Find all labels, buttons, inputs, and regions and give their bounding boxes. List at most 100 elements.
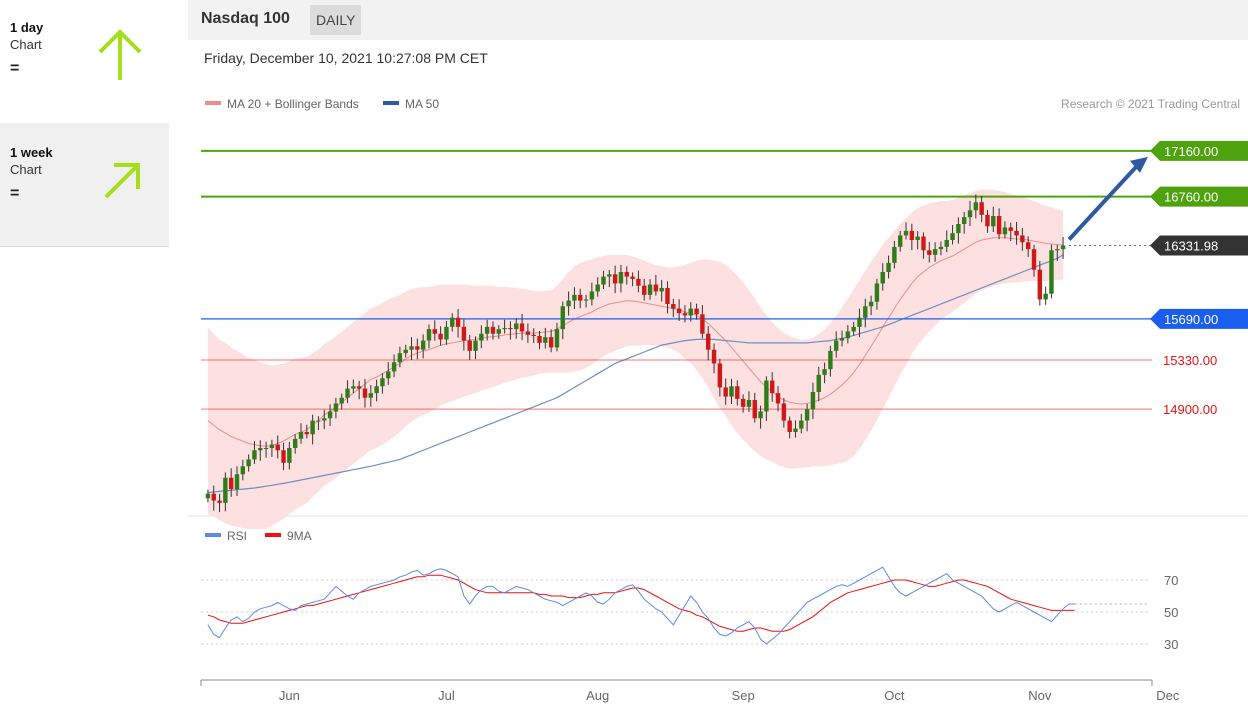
candle [484,326,490,334]
candle [781,403,787,421]
candle [450,317,455,327]
candle [694,308,699,315]
candle [607,274,612,277]
price-chart: 17160.00 16760.00 16331.98 15690.00 15330.00… [188,97,1248,703]
candle [676,308,682,314]
period-card-1-day[interactable]: 1 day Chart = [0,0,169,123]
candle [479,333,484,341]
chart-link[interactable]: Chart [10,37,42,52]
candle [554,329,560,348]
candle [956,224,961,234]
candle [717,363,723,388]
legend-swatch [205,101,221,105]
level-tag [1150,308,1248,329]
candle [537,336,542,343]
candle [444,326,449,340]
candle [822,369,827,375]
candle [240,466,246,475]
candle [263,448,269,449]
candle [461,326,467,341]
x-tick-label: Dec [1156,688,1180,703]
signal-sign: = [10,60,20,77]
candle [595,284,600,292]
rsi-legend-label: RSI [227,529,247,543]
candle [770,380,775,394]
candle [810,392,816,410]
chart-link[interactable]: Chart [10,162,42,177]
candle [211,493,216,501]
candle [647,284,653,295]
candle [1037,269,1043,300]
candle [543,337,548,343]
candle [566,300,571,307]
level-tag [1150,186,1248,207]
candle [316,420,321,422]
level-value: 15690.00 [1164,312,1218,327]
candle [764,380,769,412]
candle [467,340,472,351]
candle [217,500,222,503]
candle [420,340,426,350]
signal-sign: = [10,185,20,202]
rsi-legend-swatch [205,533,221,537]
candle [903,230,909,236]
candle [362,388,368,398]
candle [1008,227,1013,231]
candle [519,323,525,332]
candle [642,285,647,295]
candle [688,308,693,316]
candle [514,323,519,330]
candle [531,334,536,336]
candle [833,340,839,351]
candle [1049,250,1054,294]
candle [927,250,932,255]
candle [386,371,391,379]
candle [706,333,711,350]
candle [752,400,757,419]
candle [356,386,362,389]
candle [589,291,595,300]
level-value: 15330.00 [1163,353,1217,368]
period-card-1-week[interactable]: 1 week Chart = [0,123,169,247]
candle [432,329,438,334]
candle [665,288,670,304]
level-value: 16760.00 [1164,190,1218,205]
candle [572,294,577,301]
candle [671,304,676,309]
legend-label: MA 20 + Bollinger Bands [227,97,359,111]
arrow-up-right-icon [104,163,140,199]
candle [409,346,414,350]
frequency-badge[interactable]: DAILY [310,5,362,35]
candle [333,403,339,412]
candle [578,294,583,301]
candle [921,236,926,251]
candle [996,216,1002,235]
candle [583,299,589,301]
candle [339,397,344,404]
candle [380,378,385,387]
candle [991,216,996,227]
candle [258,448,263,451]
candle [322,418,327,421]
candle [415,346,420,350]
candle [793,428,798,432]
candle [938,246,944,250]
rsi-legend-swatch [265,533,281,537]
candle [653,284,659,292]
level-value: 16331.98 [1164,238,1218,253]
candle [1014,230,1019,236]
x-tick-label: Oct [884,688,905,703]
candle [508,328,513,330]
candle [1031,249,1037,270]
x-tick-label: Aug [586,688,609,703]
x-tick-label: Jun [279,688,300,703]
candle [758,411,763,419]
target-arrow-line [1067,163,1140,241]
candle [455,317,461,327]
candle [269,444,275,448]
candle [374,386,379,394]
candle [740,398,746,407]
level-value: 14900.00 [1163,402,1217,417]
rsi-tick-label: 30 [1164,637,1178,652]
candle [711,349,717,364]
